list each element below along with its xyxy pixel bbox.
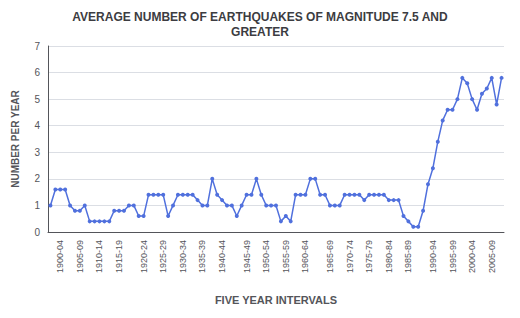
svg-text:1980-84: 1980-84 (384, 240, 394, 273)
svg-text:1965-69: 1965-69 (325, 240, 335, 273)
svg-text:1950-54: 1950-54 (261, 240, 271, 273)
svg-text:4: 4 (34, 120, 40, 131)
svg-text:1995-99: 1995-99 (448, 240, 458, 273)
svg-text:1930-34: 1930-34 (178, 240, 188, 273)
svg-text:1920-24: 1920-24 (139, 240, 149, 273)
svg-text:1970-74: 1970-74 (345, 240, 355, 273)
svg-text:1945-49: 1945-49 (242, 240, 252, 273)
svg-text:FIVE YEAR INTERVALS: FIVE YEAR INTERVALS (215, 294, 337, 306)
svg-text:1960-64: 1960-64 (300, 240, 310, 273)
svg-text:2005-09: 2005-09 (487, 240, 497, 273)
svg-text:AVERAGE NUMBER OF EARTHQUAKES: AVERAGE NUMBER OF EARTHQUAKES OF MAGNITU… (72, 10, 448, 24)
svg-text:1990-94: 1990-94 (428, 240, 438, 273)
svg-text:1: 1 (34, 200, 40, 211)
svg-text:1975-79: 1975-79 (364, 240, 374, 273)
svg-text:1935-39: 1935-39 (197, 240, 207, 273)
svg-text:1915-19: 1915-19 (114, 240, 124, 273)
svg-text:2000-04: 2000-04 (467, 240, 477, 273)
svg-text:0: 0 (34, 227, 40, 238)
svg-text:1925-29: 1925-29 (158, 240, 168, 273)
svg-text:5: 5 (34, 94, 40, 105)
svg-text:7: 7 (34, 41, 40, 52)
svg-text:1940-44: 1940-44 (217, 240, 227, 273)
svg-text:1900-04: 1900-04 (55, 240, 65, 273)
svg-text:2: 2 (34, 173, 40, 184)
svg-text:1905-09: 1905-09 (75, 240, 85, 273)
svg-text:GREATER: GREATER (231, 25, 289, 39)
svg-text:3: 3 (34, 147, 40, 158)
svg-text:1910-14: 1910-14 (94, 240, 104, 273)
svg-text:6: 6 (34, 67, 40, 78)
svg-text:1985-89: 1985-89 (403, 240, 413, 273)
svg-text:NUMBER PER YEAR: NUMBER PER YEAR (10, 89, 21, 187)
svg-text:1955-59: 1955-59 (281, 240, 291, 273)
